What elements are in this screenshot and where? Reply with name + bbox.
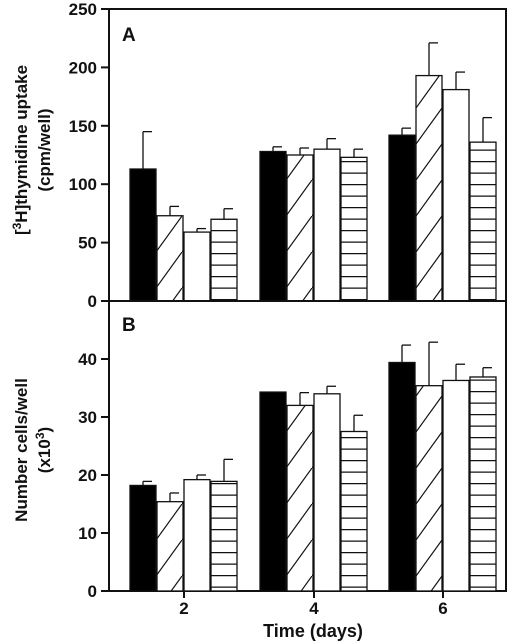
bar-diagonal <box>286 404 314 592</box>
bar-solid <box>129 484 157 592</box>
y-tick-label: 20 <box>78 466 97 485</box>
panel-b: B 0 10 20 30 40 Number cells/well (x103) <box>12 300 507 601</box>
bar-open <box>442 88 470 302</box>
bar-horizontal <box>340 430 368 592</box>
bar-open <box>183 231 211 302</box>
y-tick-label: 150 <box>69 117 97 136</box>
bar-horizontal <box>469 141 497 302</box>
bar-solid <box>388 361 416 592</box>
y-tick-label: 250 <box>69 0 97 19</box>
x-tick-label: 4 <box>309 599 319 618</box>
panel-b-y-ticks: 0 10 20 30 40 <box>78 350 109 601</box>
x-axis-ticks: 2 4 6 <box>179 591 448 618</box>
panel-a-y-title: [3H]thymidine uptake <box>10 65 31 235</box>
panel-a: A 0 50 100 150 200 250 [3H]thymidine uptake (… <box>10 0 507 311</box>
y-tick-label: 0 <box>88 292 97 311</box>
y-tick-label: 40 <box>78 350 97 369</box>
panel-b-y-title: Number cells/well <box>12 378 31 522</box>
bar-open <box>183 478 211 592</box>
y-tick-label: 10 <box>78 524 97 543</box>
x-tick-label: 6 <box>438 599 447 618</box>
bar-open <box>313 148 341 302</box>
bar-horizontal <box>340 156 368 302</box>
bar-horizontal <box>210 480 238 592</box>
y-tick-label: 30 <box>78 408 97 427</box>
panel-b-bars <box>129 341 497 592</box>
y-tick-label: 200 <box>69 58 97 77</box>
bar-solid <box>388 134 416 302</box>
bar-solid <box>129 168 157 302</box>
panel-a-y-ticks: 0 50 100 150 200 250 <box>69 0 109 311</box>
bar-diagonal <box>156 215 184 302</box>
bar-solid <box>259 391 287 592</box>
panel-a-bars <box>129 42 497 302</box>
x-axis-title: Time (days) <box>263 621 363 641</box>
bar-open <box>313 393 341 592</box>
bar-horizontal <box>469 376 497 592</box>
bar-diagonal <box>415 74 443 302</box>
bar-solid <box>259 150 287 302</box>
x-tick-label: 2 <box>179 599 188 618</box>
y-tick-label: 50 <box>78 234 97 253</box>
y-tick-label: 0 <box>88 582 97 601</box>
bar-open <box>442 379 470 592</box>
y-tick-label: 100 <box>69 175 97 194</box>
panel-a-y-title-units: (cpm/well) <box>35 108 54 191</box>
bar-horizontal <box>210 218 238 302</box>
bar-diagonal <box>415 385 443 592</box>
panel-b-letter: B <box>122 315 136 336</box>
panel-b-y-title-units: (x103) <box>33 427 54 473</box>
bar-diagonal <box>156 501 184 592</box>
bar-diagonal <box>286 154 314 302</box>
panel-a-letter: A <box>122 25 136 46</box>
